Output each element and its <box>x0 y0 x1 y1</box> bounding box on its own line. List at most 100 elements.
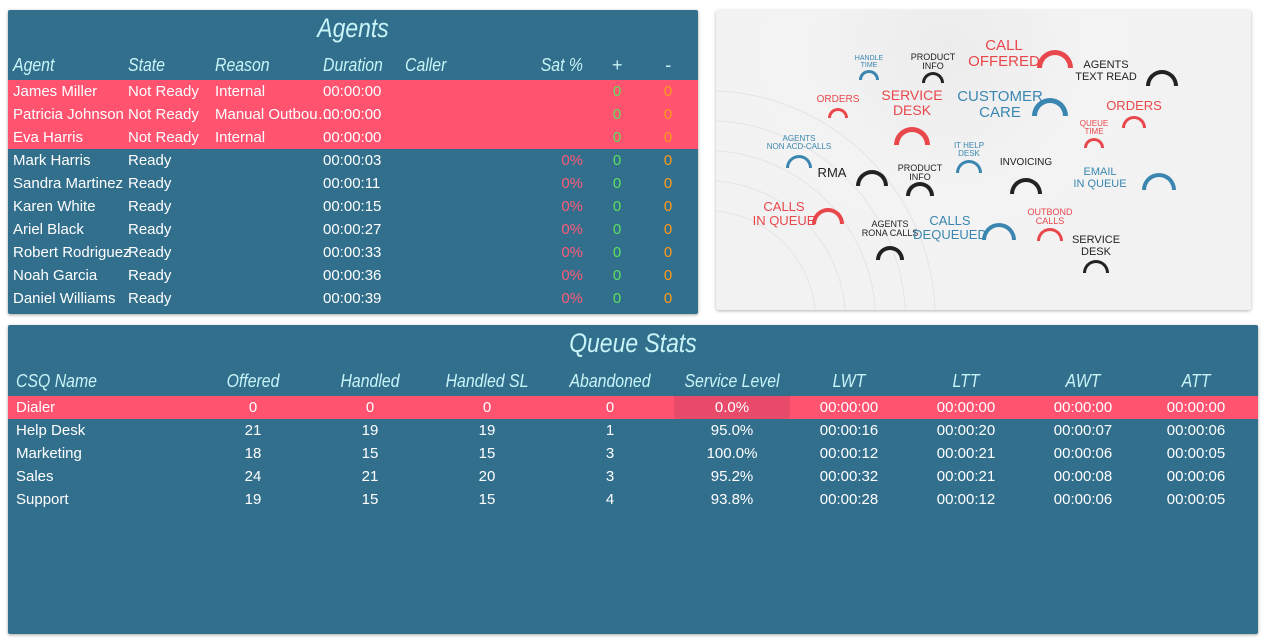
agent-duration: 00:00:33 <box>323 244 382 261</box>
agent-plus: 0 <box>612 106 622 123</box>
column-header-sat[interactable]: Sat % <box>540 55 583 75</box>
queue-row[interactable]: Support 19 15 15 4 93.8% 00:00:28 00:00:12 00:00… <box>8 488 1258 511</box>
agent-minus: 0 <box>663 267 673 284</box>
queue-row[interactable]: Marketing 18 15 15 3 100.0% 00:00:12 00:00:21 00… <box>8 442 1258 465</box>
agent-agent: Ariel Black <box>13 221 84 238</box>
agent-duration: 00:00:03 <box>323 152 382 169</box>
queue-cell-handled-sl: 20 <box>478 468 496 485</box>
column-header-ltt[interactable]: LTT <box>952 371 980 391</box>
dashboard-gauges-image: HANDLE TIME PRODUCT INFO CALL OFFERED AGENTS TE… <box>716 10 1251 310</box>
agent-state: Ready <box>128 152 172 169</box>
agent-agent: Karen White <box>13 198 96 215</box>
column-header-awt[interactable]: AWT <box>1065 371 1101 391</box>
column-header-csq-name[interactable]: CSQ Name <box>16 371 97 391</box>
agents-title: Agents <box>317 13 389 43</box>
column-header-offered[interactable]: Offered <box>226 371 280 391</box>
agent-row[interactable]: Eva Harris Not Ready Internal 00:00:00 0 0 <box>8 126 698 149</box>
gauge-arc-icon <box>876 246 904 260</box>
queue-cell-lwt: 00:00:12 <box>819 445 879 462</box>
agent-row[interactable]: Robert Rodriguez Ready 00:00:33 0% 0 0 <box>8 241 698 264</box>
agent-minus: 0 <box>663 175 673 192</box>
column-header-caller[interactable]: Caller <box>405 55 447 75</box>
gauge-label: AGENTS NON ACD-CALLS <box>766 134 832 152</box>
gauge-label: CALLS DEQUEUED <box>913 213 987 242</box>
column-header-att[interactable]: ATT <box>1181 371 1211 391</box>
agent-row[interactable]: Patricia Johnson Not Ready Manual Outbou… 0… <box>8 103 698 126</box>
column-header-service-level[interactable]: Service Level <box>684 371 780 391</box>
agent-row[interactable]: Ariel Black Ready 00:00:27 0% 0 0 <box>8 218 698 241</box>
queue-cell-offered: 0 <box>248 399 258 416</box>
agent-state: Ready <box>128 267 172 284</box>
queue-row[interactable]: Help Desk 21 19 19 1 95.0% 00:00:16 00:00:20 00:… <box>8 419 1258 442</box>
queue-cell-handled-sl: 15 <box>478 445 496 462</box>
service-level-highlight <box>674 396 790 419</box>
agent-minus: 0 <box>663 152 673 169</box>
column-header-handled[interactable]: Handled <box>340 371 400 391</box>
agent-duration: 00:00:11 <box>323 175 381 192</box>
gauge-label: ORDERS <box>1106 98 1162 113</box>
gauge-arc-icon <box>856 170 888 186</box>
agent-plus: 0 <box>612 221 622 238</box>
agent-state: Ready <box>128 290 172 307</box>
queue-row[interactable]: Dialer 0 0 0 0 0.0% 00:00:00 00:00:00 00:00:00 00… <box>8 396 1258 419</box>
queue-cell-lwt: 00:00:00 <box>819 399 879 416</box>
column-header-state[interactable]: State <box>128 55 165 75</box>
queue-cell-ltt: 00:00:20 <box>936 422 996 439</box>
agent-row[interactable]: Sandra Martinez Ready 00:00:11 0% 0 0 <box>8 172 698 195</box>
queue-cell-lwt: 00:00:28 <box>819 491 879 508</box>
queue-cell-service-level: 93.8% <box>710 491 754 508</box>
gauge-label: CALL OFFERED <box>968 37 1040 70</box>
agent-state: Ready <box>128 198 172 215</box>
queue-cell-handled: 0 <box>365 399 375 416</box>
agent-minus: 0 <box>663 129 673 146</box>
agent-plus: 0 <box>612 129 622 146</box>
agent-row[interactable]: James Miller Not Ready Internal 00:00:00 0 0 <box>8 80 698 103</box>
column-header-duration[interactable]: Duration <box>323 55 383 75</box>
agent-reason: Manual Outbou… <box>215 106 333 123</box>
queue-cell-offered: 21 <box>244 422 262 439</box>
agent-state: Not Ready <box>128 106 199 123</box>
queue-cell-handled: 15 <box>361 491 379 508</box>
column-header-reason[interactable]: Reason <box>215 55 270 75</box>
queue-cell-abandoned: 4 <box>605 491 615 508</box>
agent-duration: 00:00:36 <box>323 267 382 284</box>
column-header-minus[interactable]: - <box>665 55 671 75</box>
queue-row[interactable]: Sales 24 21 20 3 95.2% 00:00:32 00:00:21 00:00:0… <box>8 465 1258 488</box>
agent-plus: 0 <box>612 152 622 169</box>
queue-cell-awt: 00:00:00 <box>1053 399 1113 416</box>
queue-stats-title: Queue Stats <box>569 328 697 358</box>
queue-cell-handled: 19 <box>361 422 379 439</box>
agent-state: Ready <box>128 221 172 238</box>
column-header-lwt[interactable]: LWT <box>832 371 866 391</box>
queue-cell-att: 00:00:06 <box>1166 468 1226 485</box>
gauge-arc-icon <box>1122 116 1146 128</box>
agent-row[interactable]: Noah Garcia Ready 00:00:36 0% 0 0 <box>8 264 698 287</box>
agent-agent: Patricia Johnson <box>13 106 124 123</box>
column-header-plus[interactable]: + <box>611 55 623 75</box>
gauge-arc-icon <box>859 70 879 80</box>
agent-row[interactable]: Daniel Williams Ready 00:00:39 0% 0 0 <box>8 287 698 310</box>
gauge-label: QUEUE TIME <box>1079 119 1109 137</box>
queue-cell-ltt: 00:00:21 <box>936 468 996 485</box>
agent-minus: 0 <box>663 198 673 215</box>
agent-row[interactable]: Karen White Ready 00:00:15 0% 0 0 <box>8 195 698 218</box>
agent-row[interactable]: Mark Harris Ready 00:00:03 0% 0 0 <box>8 149 698 172</box>
column-header-abandoned[interactable]: Abandoned <box>569 371 651 391</box>
agent-sat: 0% <box>561 244 583 261</box>
queue-cell-csq-name: Sales <box>16 468 54 485</box>
agent-duration: 00:00:00 <box>323 129 382 146</box>
column-header-handled-sl[interactable]: Handled SL <box>445 371 529 391</box>
agent-plus: 0 <box>612 290 622 307</box>
queue-cell-handled: 21 <box>361 468 379 485</box>
gauge-label: IT HELP DESK <box>953 141 985 159</box>
queue-cell-awt: 00:00:06 <box>1053 491 1113 508</box>
gauge-label: SERVICE DESK <box>1071 234 1121 258</box>
agent-sat: 0% <box>561 175 583 192</box>
column-header-agent[interactable]: Agent <box>13 55 55 75</box>
gauge-arc-icon <box>1037 50 1073 68</box>
agent-duration: 00:00:15 <box>323 198 382 215</box>
gauge-arc-icon <box>1084 138 1104 148</box>
agent-sat: 0% <box>561 198 583 215</box>
agent-sat: 0% <box>561 221 583 238</box>
agent-plus: 0 <box>612 175 622 192</box>
